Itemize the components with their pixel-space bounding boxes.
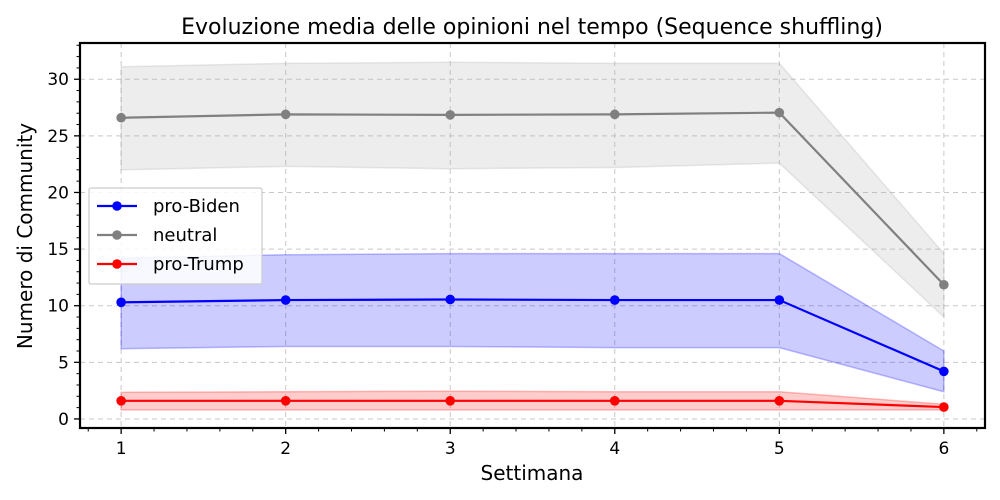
data-point [774,107,785,118]
y-tick-label: 0 [58,410,69,430]
confidence-band [120,61,945,319]
data-point [445,110,456,120]
series-line [121,399,944,409]
x-tick-label: 4 [609,439,620,459]
series-line [121,111,945,286]
legend-marker [112,230,122,240]
data-point [445,396,456,406]
y-axis-ticks: 0 5 10 15 20 25 30 [47,44,80,430]
y-tick-label: 30 [47,70,69,90]
legend-marker [112,259,122,269]
y-axis-label: Numero di Community [13,123,37,349]
data-point [939,366,949,377]
data-point [609,109,620,120]
data-point [280,295,291,305]
data-point [280,396,291,406]
data-point [609,396,620,406]
data-point [774,295,785,305]
legend-label: pro-Trump [153,254,244,275]
y-tick-label: 10 [47,297,69,317]
x-tick-label: 6 [938,439,949,459]
x-axis-label: Settimana [481,461,584,485]
legend-marker [112,201,122,211]
plot-frame [78,41,987,430]
data-point [116,396,126,406]
y-tick-label: 15 [47,240,69,260]
y-tick-label: 25 [47,127,69,147]
x-tick-label: 1 [116,439,127,459]
x-tick-label: 3 [445,439,456,459]
legend: pro-Biden neutral pro-Trump [88,187,263,285]
data-point [116,297,126,308]
y-tick-label: 5 [58,353,69,373]
data-point [609,295,620,305]
data-point [939,279,949,290]
grid [80,43,985,428]
data-point [280,109,291,120]
legend-label: pro-Biden [153,196,240,217]
series-points [116,107,949,412]
y-tick-label: 20 [47,183,69,203]
chart-title: Evoluzione media delle opinioni nel temp… [181,15,883,40]
legend-label: neutral [153,225,217,246]
data-point [774,396,785,406]
data-point [939,402,949,412]
series-line [121,298,945,373]
x-axis-ticks: 1 2 3 4 5 6 [87,428,978,459]
x-tick-label: 5 [774,439,785,459]
data-point [445,294,456,305]
confidence-band [120,252,945,393]
data-point [116,112,126,123]
legend-box [88,187,263,285]
series-lines [121,111,945,409]
x-tick-label: 2 [280,439,291,459]
